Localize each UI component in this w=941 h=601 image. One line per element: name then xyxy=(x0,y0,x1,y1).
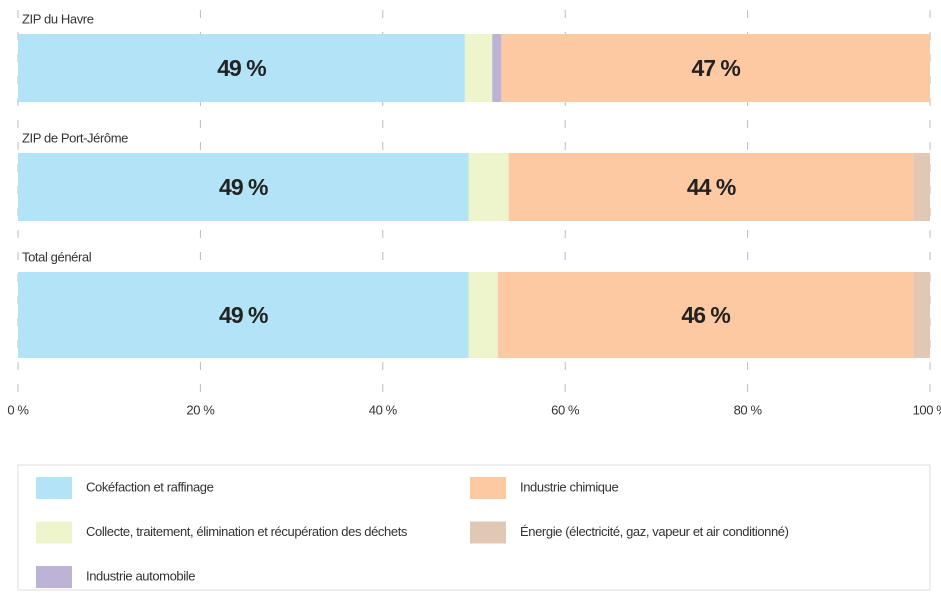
value-label: 49 % xyxy=(217,55,266,81)
legend-swatch xyxy=(470,521,506,544)
legend-label: Collecte, traitement, élimination et réc… xyxy=(86,524,408,539)
value-label: 44 % xyxy=(687,174,736,200)
x-tick-label: 80 % xyxy=(734,402,763,417)
x-tick-label: 100 % xyxy=(913,402,941,417)
bar-segment xyxy=(18,153,469,221)
x-tick-label: 60 % xyxy=(551,402,580,417)
bar-segment xyxy=(468,272,498,358)
value-label: 49 % xyxy=(219,302,268,328)
legend-label: Cokéfaction et raffinage xyxy=(86,479,214,494)
x-tick-label: 20 % xyxy=(186,402,215,417)
legend-swatch xyxy=(36,566,72,588)
legend-label: Énergie (électricité, gaz, vapeur et air… xyxy=(520,524,789,539)
value-label: 47 % xyxy=(691,55,740,81)
legend-swatch xyxy=(36,521,72,544)
bar-segment xyxy=(913,272,930,358)
bar-segment xyxy=(18,34,465,102)
value-label: 46 % xyxy=(681,302,730,328)
legend-swatch xyxy=(36,477,72,499)
bar-segment xyxy=(501,34,930,102)
legend-swatch xyxy=(470,477,506,499)
legend-label: Industrie automobile xyxy=(86,568,195,583)
bar-segment xyxy=(508,153,914,221)
bar-segment xyxy=(492,34,502,102)
x-tick-label: 40 % xyxy=(369,402,398,417)
value-label: 49 % xyxy=(219,174,268,200)
category-label: ZIP de Port-Jérôme xyxy=(22,130,128,145)
bar-segment xyxy=(464,34,493,102)
bar-segment xyxy=(497,272,914,358)
bar-segment xyxy=(18,272,469,358)
x-tick-label: 0 % xyxy=(7,402,29,417)
category-label: ZIP du Havre xyxy=(22,11,94,26)
bar-segment xyxy=(913,153,930,221)
bar-segment xyxy=(468,153,509,221)
legend-label: Industrie chimique xyxy=(520,479,618,494)
category-label: Total général xyxy=(22,249,92,264)
